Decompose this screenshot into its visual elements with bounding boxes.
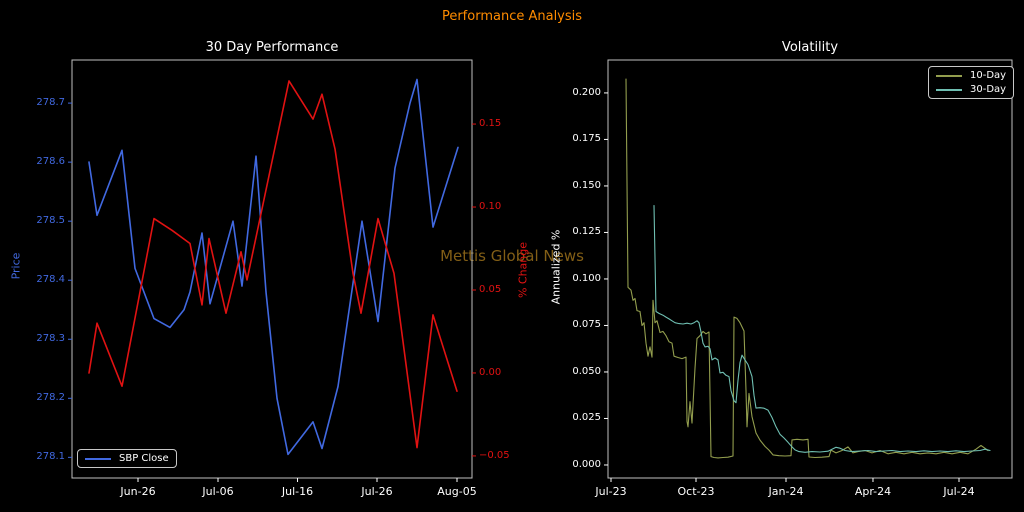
legend-line-sample [936,88,962,91]
y-tick-label: 0.075 [572,319,601,331]
y-tick-label: 278.6 [36,156,65,168]
legend-line-sample [936,74,962,77]
figure-suptitle: Performance Analysis [441,9,583,24]
x-tick-label: Oct-23 [677,485,715,498]
y-tick-label: 0.000 [572,458,601,470]
y-tick-label: −0.05 [479,449,510,461]
x-tick-label: Aug-05 [437,485,477,498]
y-tick-label: 0.05 [479,283,502,295]
x-tick-label: Jul-16 [281,485,314,498]
y-tick-label: 0.00 [479,366,502,378]
legend-label: 10-Day [970,70,1007,81]
x-tick-label: Jan-24 [768,485,804,498]
y-tick-label: 0.025 [572,412,601,424]
legend-label: 30-Day [970,84,1007,95]
x-tick-label: Apr-24 [854,485,892,498]
x-tick-label: Jun-26 [120,485,156,498]
chart-title: Volatility [781,40,839,55]
legend-label: SBP Close [119,453,169,464]
x-tick-label: Jul-24 [943,485,975,498]
series-line-sbp-close [88,78,459,456]
y-tick-label: 278.4 [36,274,65,286]
y-tick-label: 0.175 [572,133,601,145]
y-tick-label: 278.5 [36,215,65,227]
legend-line-sample [85,457,111,460]
y-tick-label: 0.15 [479,118,502,130]
y-tick-label: 0.125 [572,226,601,238]
legend-item-30-day: 30-Day [936,84,1006,95]
y-tick-label: 278.7 [36,97,65,109]
legend-box: SBP Close [77,449,177,468]
legend-item-10-day: 10-Day [936,70,1006,81]
y-tick-label: 278.2 [36,392,65,404]
watermark-text: Mettis Global News [440,247,584,265]
series-line--change [88,80,458,449]
plot-frame [71,59,473,479]
x-tick-label: Jul-06 [202,485,234,498]
y-tick-label: 278.3 [36,333,65,345]
y-tick-label: 0.100 [572,272,601,284]
y-tick-label: 278.1 [36,451,65,463]
chart-title: 30 Day Performance [205,40,339,55]
legend-box: 10-Day 30-Day [928,66,1015,99]
y-tick-label: 0.200 [572,86,601,98]
x-tick-label: Jul-23 [595,485,627,498]
plot-frame [607,59,1013,479]
y-tick-label: 0.050 [572,365,601,377]
x-tick-label: Jul-26 [361,485,393,498]
series-line-10-day [625,78,989,459]
series-line-30-day [653,204,991,453]
legend-item-sbp-close: SBP Close [85,453,169,464]
y-tick-label: 0.10 [479,201,502,213]
axis-label-annualized-: Annualized % [549,229,563,305]
y-tick-label: 0.150 [572,179,601,191]
